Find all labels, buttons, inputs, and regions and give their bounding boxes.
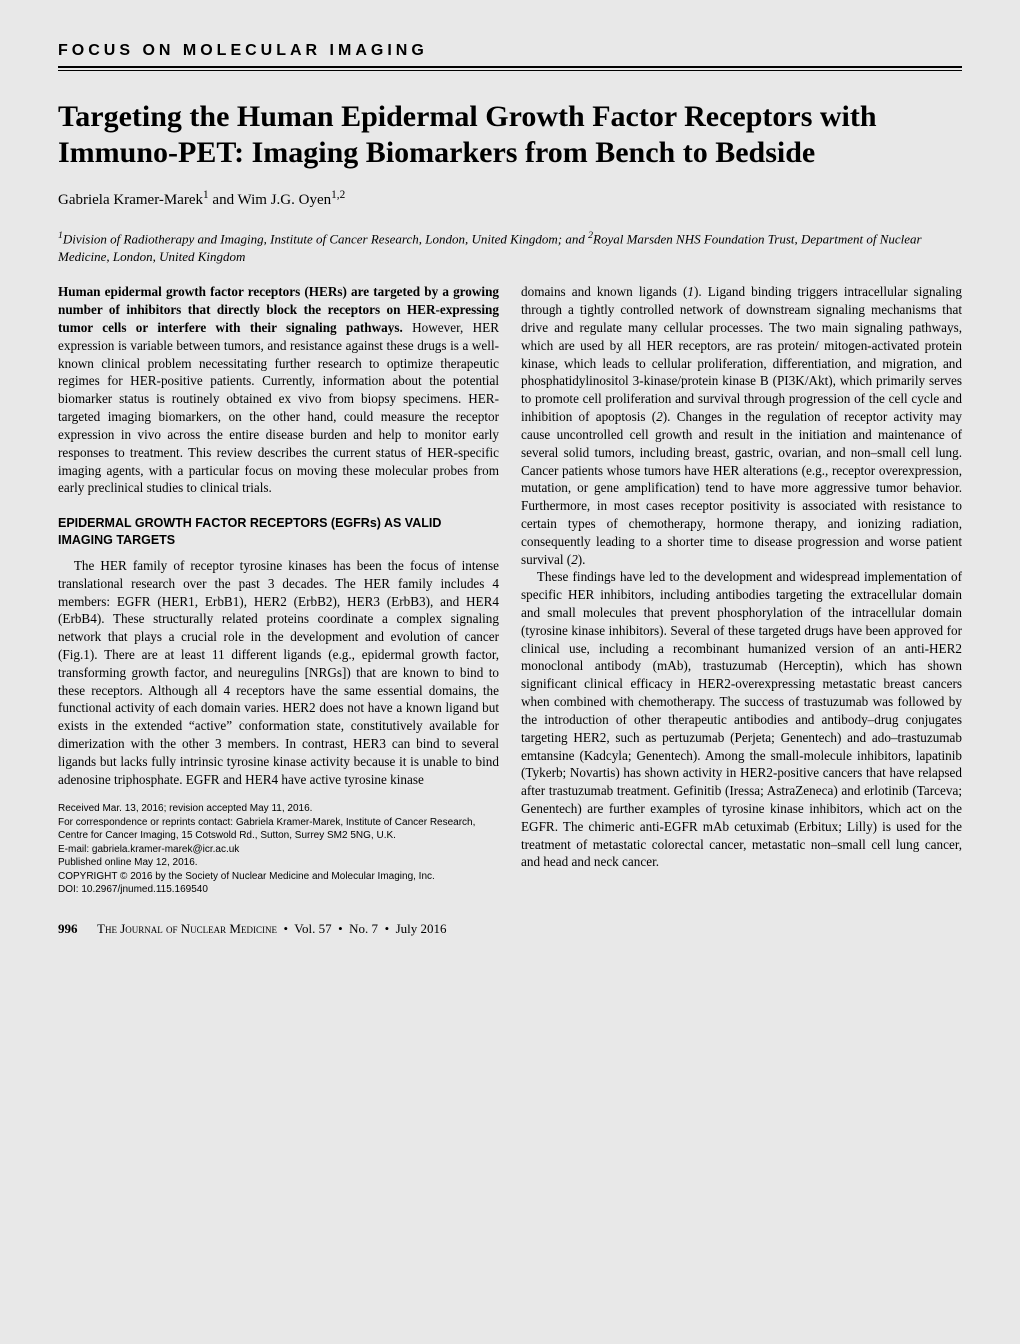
footnote-copyright: COPYRIGHT © 2016 by the Society of Nucle… (58, 870, 499, 884)
footnote-published: Published online May 12, 2016. (58, 856, 499, 870)
page-number: 996 (58, 921, 78, 936)
body-paragraph: The HER family of receptor tyrosine kina… (58, 557, 499, 789)
abstract: Human epidermal growth factor receptors … (58, 283, 499, 497)
footnote-doi: DOI: 10.2967/jnumed.115.169540 (58, 883, 499, 897)
body-paragraph: domains and known ligands (1). Ligand bi… (521, 283, 962, 568)
rule-thin (58, 70, 962, 71)
footnote-email: E-mail: gabriela.kramer-marek@icr.ac.uk (58, 843, 499, 857)
issue-date: July 2016 (396, 921, 447, 936)
article-title: Targeting the Human Epidermal Growth Fac… (58, 99, 962, 171)
footnote-correspondence: For correspondence or reprints contact: … (58, 816, 499, 843)
body-columns: Human epidermal growth factor receptors … (58, 283, 962, 897)
issue: No. 7 (349, 921, 378, 936)
footnote-received: Received Mar. 13, 2016; revision accepte… (58, 802, 499, 816)
authors: Gabriela Kramer-Marek1 and Wim J.G. Oyen… (58, 189, 962, 209)
volume: Vol. 57 (294, 921, 331, 936)
rule-heavy (58, 66, 962, 68)
footnotes-block: Received Mar. 13, 2016; revision accepte… (58, 802, 499, 897)
abstract-rest: However, HER expression is variable betw… (58, 320, 499, 495)
section-label: FOCUS ON MOLECULAR IMAGING (58, 42, 962, 64)
affiliations: 1Division of Radiotherapy and Imaging, I… (58, 229, 962, 265)
page-footer: 996 The Journal of Nuclear Medicine • Vo… (58, 921, 962, 937)
section-heading: EPIDERMAL GROWTH FACTOR RECEPTORS (EGFRs… (58, 515, 499, 549)
journal-name: The Journal of Nuclear Medicine (97, 921, 277, 936)
body-paragraph: These findings have led to the developme… (521, 568, 962, 871)
